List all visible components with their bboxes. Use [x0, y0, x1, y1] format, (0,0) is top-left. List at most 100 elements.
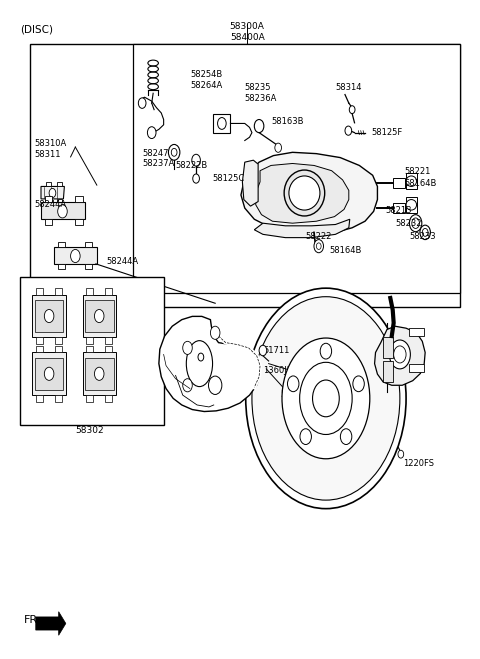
Circle shape — [394, 346, 406, 363]
Circle shape — [44, 367, 54, 380]
Circle shape — [312, 380, 339, 416]
Polygon shape — [33, 353, 66, 395]
Polygon shape — [35, 358, 63, 390]
Circle shape — [398, 450, 404, 458]
Polygon shape — [33, 295, 66, 337]
Bar — [75, 219, 83, 225]
Ellipse shape — [289, 176, 320, 210]
Circle shape — [171, 148, 177, 156]
Bar — [57, 199, 62, 204]
Bar — [393, 203, 405, 214]
Bar — [46, 182, 51, 186]
Bar — [105, 346, 112, 353]
Ellipse shape — [422, 229, 428, 237]
Bar — [30, 44, 459, 306]
Polygon shape — [85, 300, 114, 332]
Bar — [393, 178, 405, 188]
Bar — [55, 395, 62, 402]
Circle shape — [389, 340, 410, 369]
Polygon shape — [374, 326, 425, 386]
Text: 58164B: 58164B — [405, 179, 437, 188]
Ellipse shape — [412, 218, 420, 229]
Polygon shape — [36, 612, 66, 635]
Text: 58310A
58311: 58310A 58311 — [35, 139, 67, 159]
Bar — [55, 288, 62, 295]
Bar — [105, 395, 112, 402]
Bar — [383, 361, 393, 382]
Circle shape — [275, 143, 281, 152]
Circle shape — [49, 188, 56, 198]
Bar — [85, 264, 92, 269]
Circle shape — [345, 126, 352, 135]
Polygon shape — [35, 300, 63, 332]
Polygon shape — [254, 219, 350, 238]
Circle shape — [147, 127, 156, 138]
Text: 58222: 58222 — [306, 233, 332, 241]
Bar — [105, 337, 112, 344]
Circle shape — [288, 376, 299, 391]
Circle shape — [252, 297, 400, 500]
Ellipse shape — [186, 341, 213, 387]
Bar — [36, 395, 43, 402]
Polygon shape — [213, 114, 230, 132]
Circle shape — [192, 154, 200, 166]
Text: 58125C: 58125C — [213, 174, 245, 183]
Bar — [57, 182, 62, 186]
Circle shape — [320, 343, 332, 359]
Bar — [75, 196, 83, 202]
Bar — [45, 219, 52, 225]
Text: 1220FS: 1220FS — [403, 459, 434, 468]
Circle shape — [138, 98, 146, 108]
Polygon shape — [54, 248, 97, 264]
Polygon shape — [159, 316, 260, 411]
Text: 58163B: 58163B — [271, 117, 303, 126]
Circle shape — [300, 429, 312, 445]
Ellipse shape — [284, 170, 324, 216]
Circle shape — [246, 288, 406, 509]
Circle shape — [95, 367, 104, 380]
Circle shape — [71, 250, 80, 262]
Bar — [86, 288, 94, 295]
Circle shape — [198, 353, 204, 361]
Bar — [36, 337, 43, 344]
Text: 58125F: 58125F — [371, 128, 403, 137]
Bar — [105, 288, 112, 295]
Circle shape — [282, 338, 370, 459]
Circle shape — [300, 362, 352, 434]
Circle shape — [314, 240, 324, 252]
Bar — [85, 243, 92, 248]
Bar — [86, 395, 94, 402]
Circle shape — [316, 243, 321, 250]
Bar — [58, 264, 65, 269]
Ellipse shape — [406, 176, 417, 186]
Ellipse shape — [409, 215, 422, 232]
Circle shape — [210, 326, 220, 339]
Bar — [45, 196, 52, 202]
Bar — [36, 346, 43, 353]
Ellipse shape — [406, 200, 417, 210]
Bar — [21, 277, 164, 424]
Ellipse shape — [420, 225, 431, 240]
Text: 58221: 58221 — [405, 167, 431, 176]
Text: 58247
58237A: 58247 58237A — [142, 149, 175, 169]
Polygon shape — [406, 197, 417, 213]
Circle shape — [183, 379, 192, 392]
Text: 58302: 58302 — [75, 426, 104, 435]
Text: 58390B
58390C: 58390B 58390C — [159, 351, 191, 370]
Text: 58244A: 58244A — [107, 257, 139, 266]
Bar — [409, 364, 424, 372]
Polygon shape — [406, 173, 417, 189]
Bar — [86, 346, 94, 353]
Polygon shape — [83, 295, 116, 337]
Circle shape — [340, 429, 352, 445]
Circle shape — [259, 345, 267, 356]
Circle shape — [193, 174, 199, 183]
Bar — [86, 337, 94, 344]
Circle shape — [217, 117, 226, 129]
Circle shape — [58, 205, 67, 218]
Polygon shape — [41, 186, 64, 199]
Circle shape — [95, 310, 104, 323]
Circle shape — [183, 341, 192, 355]
Text: 58244A: 58244A — [35, 200, 67, 208]
Text: 51711: 51711 — [263, 346, 289, 355]
